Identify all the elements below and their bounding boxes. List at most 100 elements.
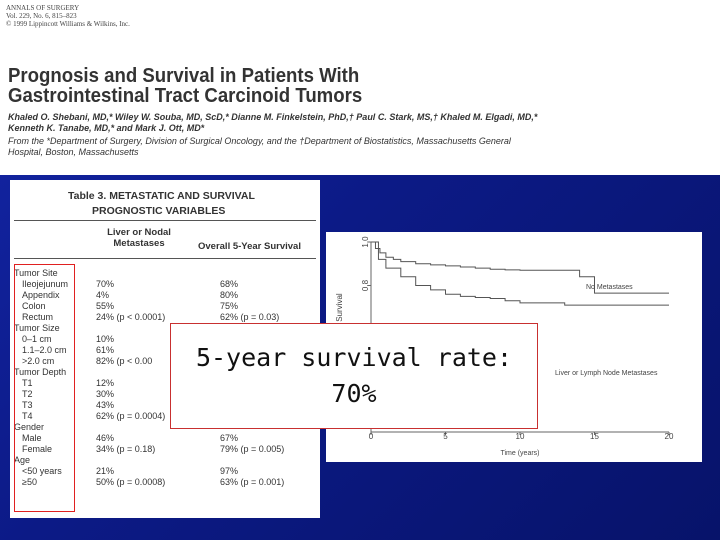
- metastases-cell: 55%: [96, 301, 115, 311]
- title-line: Prognosis and Survival in Patients With: [8, 65, 360, 87]
- author-list: Khaled O. Shebani, MD,* Wiley W. Souba, …: [8, 112, 537, 134]
- highlight-box: [14, 264, 75, 512]
- table-row: Rectum 24% (p < 0.0001) 62% (p = 0.03): [10, 312, 320, 323]
- metastases-cell: 61%: [96, 345, 115, 355]
- table-row: Appendix 4% 80%: [10, 290, 320, 301]
- table-row: Age: [10, 455, 320, 466]
- survival-cell: 62% (p = 0.03): [220, 312, 280, 322]
- author-line: Kenneth K. Tanabe, MD,* and Mark J. Ott,…: [8, 123, 205, 133]
- author-line: Khaled O. Shebani, MD,* Wiley W. Souba, …: [8, 112, 538, 122]
- metastases-cell: 70%: [96, 279, 115, 289]
- metastases-cell: 30%: [96, 389, 115, 399]
- row-label: Male: [22, 433, 42, 443]
- metastases-cell: 34% (p = 0.18): [96, 444, 156, 454]
- affiliation-line: Hospital, Boston, Massachusetts: [8, 147, 139, 157]
- row-label: Colon: [22, 301, 46, 311]
- table-row: ≥50 50% (p = 0.0008) 63% (p = 0.001): [10, 477, 320, 488]
- y-axis-label: r Survival: [335, 293, 344, 327]
- survival-cell: 63% (p = 0.001): [220, 477, 285, 487]
- table-row: Tumor Depth: [10, 367, 320, 378]
- row-label: Appendix: [22, 290, 60, 300]
- metastases-curve: [371, 241, 669, 306]
- survival-cell: 67%: [220, 433, 239, 443]
- metastases-cell: 21%: [96, 466, 115, 476]
- row-category-label: Gender: [14, 422, 45, 432]
- metastases-cell: 62% (p = 0.0004): [96, 411, 166, 421]
- no-metastases-curve: [371, 241, 669, 294]
- affiliation-line: From the *Department of Surgery, Divisio…: [8, 136, 511, 146]
- y-tick-label: 0.8: [361, 279, 370, 291]
- y-tick-label: 1.0: [361, 236, 370, 248]
- paper-header: ANNALS OF SURGERY Vol. 229, No. 6, 815–8…: [0, 0, 720, 175]
- table-row: Tumor Size: [10, 323, 320, 334]
- callout-line-2: 70%: [331, 379, 377, 408]
- survival-cell: 75%: [220, 301, 239, 311]
- x-tick-label: 15: [590, 432, 599, 441]
- row-label: <50 years: [22, 466, 62, 476]
- table-rule: [14, 258, 316, 259]
- metastases-cell: 10%: [96, 334, 115, 344]
- table-row: Ileojejunum 70% 68%: [10, 279, 320, 290]
- table-subtitle: PROGNOSTIC VARIABLES: [92, 205, 226, 217]
- table-row: 1.1–2.0 cm 61%: [10, 345, 320, 356]
- table-row: <50 years 21% 97%: [10, 466, 320, 477]
- survival-cell: 97%: [220, 466, 239, 476]
- table-row: Gender: [10, 422, 320, 433]
- no-metastases-label: No Metastases: [586, 284, 633, 291]
- col-header-line: Liver or Nodal: [107, 227, 171, 238]
- journal-line: © 1999 Lippincott Williams & Wilkins, In…: [6, 20, 130, 28]
- metastases-cell: 50% (p = 0.0008): [96, 477, 166, 487]
- x-tick-label: 0: [369, 432, 374, 441]
- row-label: 1.1–2.0 cm: [22, 345, 67, 355]
- row-category-label: Tumor Site: [14, 268, 58, 278]
- table-body: Tumor Site Ileojejunum 70% 68% Appendix 4% 80%…: [10, 268, 320, 488]
- table-row: Female 34% (p = 0.18) 79% (p = 0.005): [10, 444, 320, 455]
- table-row: T2 30%: [10, 389, 320, 400]
- col-header-line: Metastases: [113, 238, 165, 249]
- row-label: T2: [22, 389, 33, 399]
- col-header-survival: Overall 5-Year Survival: [198, 241, 301, 252]
- table-row: T1 12%: [10, 378, 320, 389]
- table-row: Tumor Site: [10, 268, 320, 279]
- row-category-label: Tumor Depth: [14, 367, 67, 377]
- journal-line: Vol. 229, No. 6, 815–823: [6, 12, 77, 20]
- metastases-label: Liver or Lymph Node Metastases: [555, 370, 658, 377]
- x-tick-label: 20: [665, 432, 674, 441]
- row-label: ≥50: [22, 477, 37, 487]
- row-label: T3: [22, 400, 33, 410]
- row-label: 0–1 cm: [22, 334, 52, 344]
- row-category-label: Age: [14, 455, 31, 465]
- survival-cell: 68%: [220, 279, 239, 289]
- paper-title: Prognosis and Survival in Patients With …: [8, 66, 362, 106]
- row-label: T4: [22, 411, 33, 421]
- metastases-cell: 12%: [96, 378, 115, 388]
- row-label: Rectum: [22, 312, 54, 322]
- journal-citation: ANNALS OF SURGERY Vol. 229, No. 6, 815–8…: [6, 4, 130, 28]
- journal-line: ANNALS OF SURGERY: [6, 4, 80, 12]
- table-row: Male 46% 67%: [10, 433, 320, 444]
- callout-line-1: 5-year survival rate:: [195, 343, 513, 372]
- table-row: 0–1 cm 10%: [10, 334, 320, 345]
- row-label: Female: [22, 444, 53, 454]
- table-row: T3 43%: [10, 400, 320, 411]
- x-tick-label: 10: [516, 432, 525, 441]
- title-line: Gastrointestinal Tract Carcinoid Tumors: [8, 85, 363, 107]
- row-category-label: Tumor Size: [14, 323, 60, 333]
- metastases-cell: 82% (p < 0.00: [96, 356, 153, 366]
- x-axis-label: Time (years): [500, 450, 539, 457]
- table-title: Table 3. METASTATIC AND SURVIVAL: [68, 190, 255, 202]
- survival-callout: 5-year survival rate: 70%: [170, 323, 538, 429]
- col-header-metastases: Liver or Nodal Metastases: [94, 227, 184, 249]
- metastases-cell: 4%: [96, 290, 110, 300]
- metastases-cell: 43%: [96, 400, 115, 410]
- table-row: >2.0 cm 82% (p < 0.00: [10, 356, 320, 367]
- table-row: Colon 55% 75%: [10, 301, 320, 312]
- x-tick-label: 5: [443, 432, 448, 441]
- metastases-cell: 46%: [96, 433, 115, 443]
- metastases-cell: 24% (p < 0.0001): [96, 312, 166, 322]
- row-label: T1: [22, 378, 33, 388]
- survival-cell: 80%: [220, 290, 239, 300]
- affiliation: From the *Department of Surgery, Divisio…: [8, 136, 511, 158]
- row-label: Ileojejunum: [22, 279, 69, 289]
- row-label: >2.0 cm: [22, 356, 55, 366]
